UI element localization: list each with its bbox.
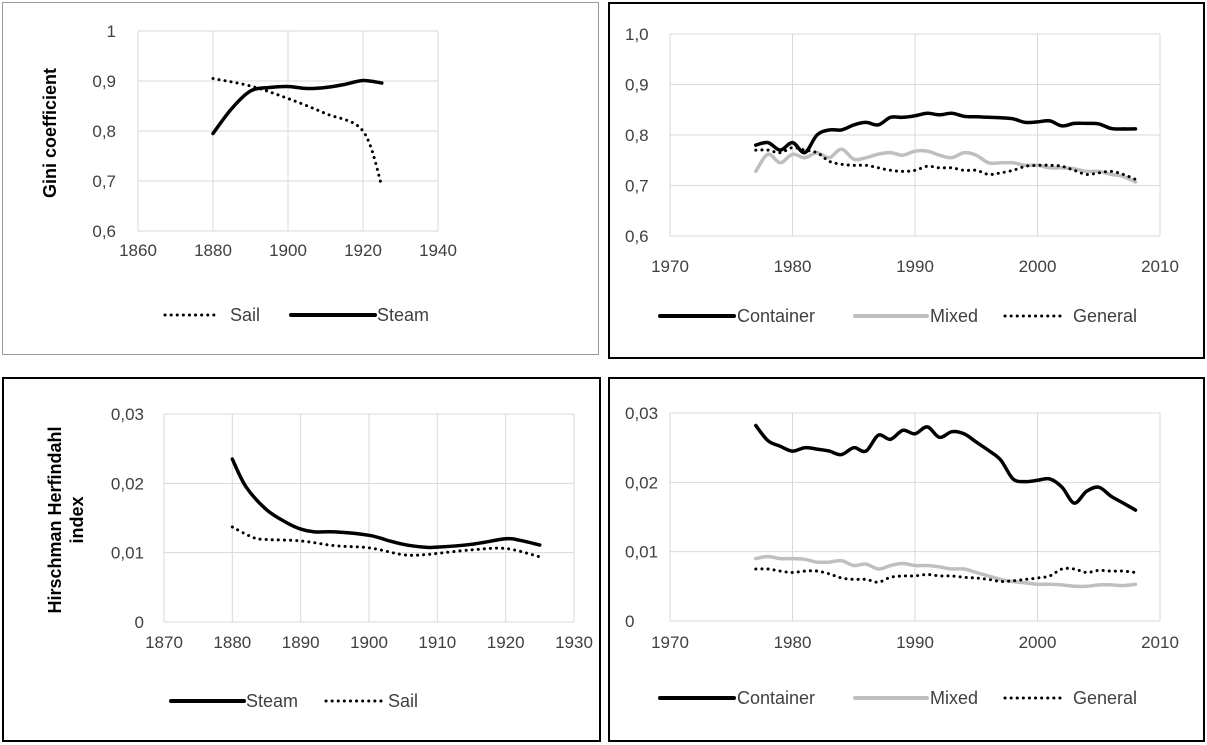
x-tick-label: 1980 xyxy=(774,257,812,276)
legend-label-steam: Steam xyxy=(377,305,429,325)
x-tick-label: 2010 xyxy=(1141,633,1179,652)
x-tick-label: 1920 xyxy=(344,241,382,260)
x-tick-label: 1990 xyxy=(896,257,934,276)
y-axis-label: Gini coefficient xyxy=(40,68,60,198)
x-tick-label: 1910 xyxy=(418,633,456,652)
series-line-sail xyxy=(211,77,384,188)
legend-label-container: Container xyxy=(737,306,815,326)
y-tick-label: 0,02 xyxy=(111,474,144,493)
x-tick-label: 1970 xyxy=(651,257,689,276)
x-tick-label: 2000 xyxy=(1019,633,1057,652)
y-axis-label: Hirschman Herfindahl index xyxy=(45,426,87,613)
x-tick-label: 2000 xyxy=(1019,257,1057,276)
x-tick-label: 1890 xyxy=(282,633,320,652)
x-tick-label: 1900 xyxy=(269,241,307,260)
x-tick-label: 1930 xyxy=(555,633,593,652)
y-tick-label: 0,01 xyxy=(625,543,658,562)
x-tick-label: 1990 xyxy=(896,633,934,652)
y-tick-label: 0,9 xyxy=(625,76,649,95)
chart-4-svg: 1970 1980 1990 2000 2010 0 0,01 0,02 0,03 Contain… xyxy=(625,404,1179,708)
x-tick-label: 1880 xyxy=(213,633,251,652)
chart-gini-sail-steam: 1860 1880 1900 1920 1940 0,6 0,7 0,8 0,9 1 Gini co… xyxy=(2,2,599,355)
x-tick-label: 1880 xyxy=(194,241,232,260)
legend-label-sail: Sail xyxy=(230,305,260,325)
y-tick-label: 0,8 xyxy=(92,122,116,141)
x-tick-label: 1980 xyxy=(774,633,812,652)
series-line-steam xyxy=(230,457,542,550)
y-tick-label: 0,6 xyxy=(92,222,116,241)
y-tick-label: 0,9 xyxy=(92,72,116,91)
y-tick-label: 0,7 xyxy=(92,172,116,191)
chart-3-svg: 1870 1880 1890 1900 1910 1920 1930 0 0,01 0,02 0,0… xyxy=(45,405,593,711)
y-tick-label: 0,6 xyxy=(625,227,649,246)
y-tick-label: 1 xyxy=(107,22,116,41)
series-line-sail xyxy=(230,525,542,559)
y-tick-label: 0 xyxy=(135,613,144,632)
x-tick-label: 1900 xyxy=(350,633,388,652)
series-line-container xyxy=(754,423,1138,512)
y-tick-label: 0,03 xyxy=(625,404,658,423)
x-tick-label: 1940 xyxy=(419,241,457,260)
legend-label-mixed: Mixed xyxy=(930,306,978,326)
x-tick-label: 1920 xyxy=(487,633,525,652)
series-line-general xyxy=(754,566,1137,584)
x-tick-label: 1970 xyxy=(651,633,689,652)
series-line-container xyxy=(754,111,1138,155)
chart-hhi-steam-sail: 1870 1880 1890 1900 1910 1920 1930 0 0,01 0,02 0,0… xyxy=(2,377,601,742)
y-tick-label: 0,03 xyxy=(111,405,144,424)
y-tick-label: 0,7 xyxy=(625,177,649,196)
legend-label-general: General xyxy=(1073,306,1137,326)
chart-gini-container-mixed-general: 1970 1980 1990 2000 2010 0,6 0,7 0,8 0,9 1,0 Conta… xyxy=(608,2,1205,359)
chart-1-svg: 1860 1880 1900 1920 1940 0,6 0,7 0,8 0,9 1 Gini co… xyxy=(40,22,457,325)
chart-2-svg: 1970 1980 1990 2000 2010 0,6 0,7 0,8 0,9 1,0 Conta… xyxy=(625,25,1179,326)
legend-label-container: Container xyxy=(737,688,815,708)
series-line-general xyxy=(754,146,1137,181)
y-tick-label: 0,01 xyxy=(111,544,144,563)
x-tick-label: 1860 xyxy=(119,241,157,260)
y-tick-label: 1,0 xyxy=(625,25,649,44)
x-tick-label: 1870 xyxy=(145,633,183,652)
series-line-mixed xyxy=(754,147,1138,184)
y-tick-label: 0,8 xyxy=(625,126,649,145)
y-tick-label: 0,02 xyxy=(625,473,658,492)
x-tick-label: 2010 xyxy=(1141,257,1179,276)
chart-hhi-container-mixed-general: 1970 1980 1990 2000 2010 0 0,01 0,02 0,03 Contain… xyxy=(608,377,1205,742)
series-line-mixed xyxy=(754,554,1138,589)
legend-label-sail: Sail xyxy=(388,691,418,711)
y-tick-label: 0 xyxy=(625,612,634,631)
legend-label-mixed: Mixed xyxy=(930,688,978,708)
series-line-steam xyxy=(211,78,384,136)
legend-label-steam: Steam xyxy=(246,691,298,711)
legend-label-general: General xyxy=(1073,688,1137,708)
